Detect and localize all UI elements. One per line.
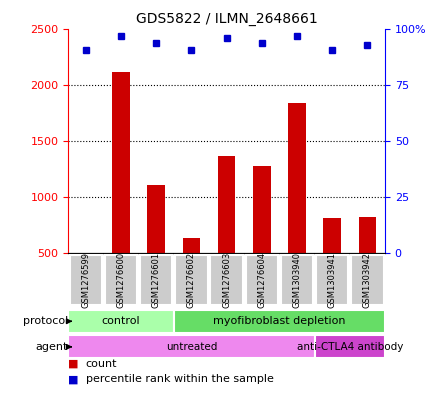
Bar <box>281 255 313 305</box>
Text: count: count <box>86 358 117 369</box>
Bar <box>218 156 235 253</box>
Text: GSM1303941: GSM1303941 <box>328 252 337 308</box>
Text: GSM1276601: GSM1276601 <box>152 252 161 308</box>
Text: GSM1303942: GSM1303942 <box>363 252 372 308</box>
Text: GSM1276603: GSM1276603 <box>222 252 231 308</box>
Bar <box>147 185 165 253</box>
Bar <box>183 238 200 253</box>
Text: GSM1276604: GSM1276604 <box>257 252 266 308</box>
Text: protocol: protocol <box>23 316 68 326</box>
Text: agent: agent <box>36 342 68 352</box>
Text: GSM1276600: GSM1276600 <box>117 252 125 308</box>
Text: untreated: untreated <box>166 342 217 352</box>
Bar <box>210 255 243 305</box>
Bar <box>288 103 306 253</box>
Bar <box>175 255 208 305</box>
Text: anti-CTLA4 antibody: anti-CTLA4 antibody <box>297 342 403 352</box>
Bar <box>105 255 137 305</box>
Bar <box>140 255 172 305</box>
Bar <box>351 255 384 305</box>
Bar <box>70 255 102 305</box>
Text: control: control <box>102 316 140 326</box>
Text: GSM1276602: GSM1276602 <box>187 252 196 308</box>
Bar <box>246 255 278 305</box>
Text: ■: ■ <box>68 374 79 384</box>
Bar <box>174 310 385 333</box>
Text: ■: ■ <box>68 358 79 369</box>
Bar <box>316 255 348 305</box>
Text: percentile rank within the sample: percentile rank within the sample <box>86 374 274 384</box>
Title: GDS5822 / ILMN_2648661: GDS5822 / ILMN_2648661 <box>136 12 318 26</box>
Bar <box>253 166 271 253</box>
Bar <box>359 217 376 253</box>
Text: myofibroblast depletion: myofibroblast depletion <box>213 316 346 326</box>
Bar <box>112 72 130 253</box>
Text: GSM1276599: GSM1276599 <box>81 252 90 308</box>
Bar <box>68 335 315 358</box>
Bar <box>315 335 385 358</box>
Text: GSM1303940: GSM1303940 <box>293 252 301 308</box>
Bar <box>323 218 341 253</box>
Bar <box>68 310 174 333</box>
